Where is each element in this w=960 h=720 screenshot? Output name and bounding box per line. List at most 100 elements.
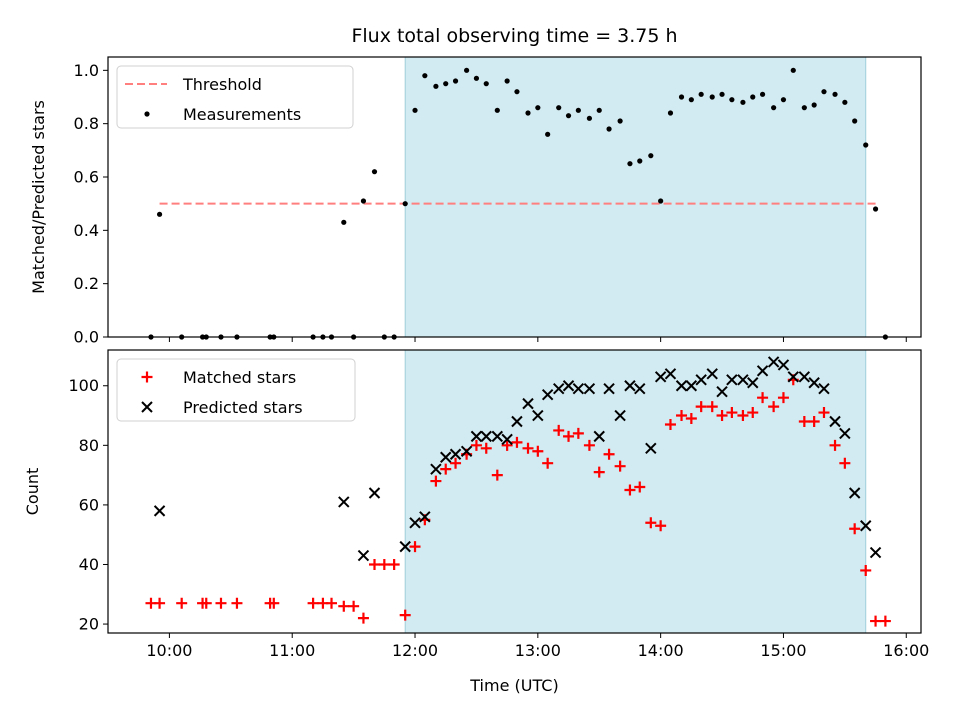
matched-stars-point xyxy=(757,392,769,404)
matched-stars-point xyxy=(348,600,360,612)
y-tick-label: 20 xyxy=(79,615,99,634)
measurements-point xyxy=(606,126,612,132)
y-tick-label: 40 xyxy=(79,555,99,574)
predicted-stars-point xyxy=(532,409,544,422)
matched-stars-point xyxy=(664,418,676,430)
matched-stars-point xyxy=(378,558,390,570)
measurements-point xyxy=(360,198,367,204)
measurements-point xyxy=(371,169,378,175)
matched-stars-point xyxy=(511,436,523,448)
legend-label: Threshold xyxy=(182,75,262,94)
matched-stars-point xyxy=(768,401,780,413)
measurements-point xyxy=(504,78,510,84)
measurements-point xyxy=(688,97,694,103)
predicted-stars-point xyxy=(368,487,381,499)
measurements-point xyxy=(872,206,879,212)
measurements-point xyxy=(648,153,654,159)
matched-stars-point xyxy=(726,407,738,419)
measurements-point xyxy=(473,75,480,81)
measurements-point xyxy=(658,198,664,204)
predicted-stars-point xyxy=(839,427,851,440)
legend-box xyxy=(116,65,354,129)
matched-stars-point xyxy=(563,430,575,442)
measurements-point xyxy=(483,81,489,87)
measurements-point xyxy=(801,105,807,111)
predicted-stars-point xyxy=(553,383,565,395)
matched-stars-point xyxy=(542,457,554,469)
matched-stars-point xyxy=(583,439,595,451)
predicted-stars-point xyxy=(583,383,596,395)
matched-stars-point xyxy=(307,597,319,609)
matched-stars-point xyxy=(808,415,820,427)
ratio-panel: 0.0 0.2 0.4 0.6 0.8 1.0 Matched/Predicted star… xyxy=(29,56,922,347)
predicted-stars-point xyxy=(480,430,492,443)
predicted-stars-point xyxy=(603,383,615,395)
predicted-stars-point xyxy=(572,383,585,395)
measurements-point xyxy=(729,97,735,103)
matched-stars-point xyxy=(501,439,513,451)
y-tick-label: 1.0 xyxy=(74,61,99,80)
legend-swatch-matched-stars xyxy=(141,371,153,383)
matched-stars-point xyxy=(480,442,492,454)
measurements-point xyxy=(556,105,562,111)
predicted-stars-point xyxy=(716,385,728,398)
measurements-point xyxy=(750,94,756,100)
predicted-stars-point xyxy=(767,356,780,368)
matched-stars-point xyxy=(491,469,503,481)
predicted-stars-point xyxy=(419,511,431,523)
matched-stars-point xyxy=(522,442,534,454)
predicted-stars-point xyxy=(399,540,411,553)
predicted-stars-point xyxy=(562,380,575,392)
matched-stars-point xyxy=(268,597,280,609)
matched-stars-point xyxy=(430,475,442,487)
measurements-point xyxy=(790,67,796,73)
predicted-stars-point xyxy=(491,430,504,443)
measurements-point xyxy=(596,107,602,113)
x-tick-label: 11:00 xyxy=(269,641,315,660)
measurements-point xyxy=(464,67,470,73)
legend-box xyxy=(116,358,356,422)
predicted-stars-point xyxy=(614,409,626,422)
measurements-point xyxy=(709,94,715,100)
matched-stars-point xyxy=(645,517,657,529)
y-tick-label: 0.8 xyxy=(74,114,99,133)
matched-stars-point xyxy=(685,413,697,425)
predicted-stars-point xyxy=(777,359,790,371)
matched-stars-point xyxy=(614,460,626,472)
measurements-point xyxy=(759,91,766,97)
matched-stars-point xyxy=(798,415,810,427)
matched-stars-point xyxy=(716,410,728,422)
predicted-stars-point xyxy=(522,397,534,410)
axes-frame-count xyxy=(107,349,922,634)
measurements-point xyxy=(719,91,725,97)
predicted-stars-point xyxy=(860,520,872,532)
matched-stars-point xyxy=(706,401,718,413)
matched-stars-point xyxy=(655,520,667,532)
legend-label: Matched stars xyxy=(183,368,296,387)
measurements-point xyxy=(422,73,428,79)
predicted-stars-point xyxy=(634,383,646,395)
measurements-point xyxy=(341,219,347,225)
measurements-point xyxy=(412,107,418,113)
predicted-stars-point xyxy=(737,374,749,386)
predicted-stars-point xyxy=(869,546,882,559)
predicted-stars-point xyxy=(153,505,166,517)
measurements-point xyxy=(452,78,459,84)
predicted-stars-point xyxy=(338,496,350,508)
y-tick-label: 100 xyxy=(68,376,99,395)
observing-window-band-ratio xyxy=(404,56,867,338)
y-axis-label-ratio: Matched/Predicted stars xyxy=(29,100,48,294)
measurements-point xyxy=(740,99,746,105)
legend-swatch-measurements xyxy=(144,111,150,117)
predicted-stars-point xyxy=(541,388,554,401)
predicted-stars-point xyxy=(675,380,688,392)
predicted-stars-point xyxy=(357,549,370,562)
predicted-stars-point xyxy=(654,371,667,383)
y-tick-label: 80 xyxy=(79,436,99,455)
measurements-point xyxy=(863,142,869,148)
x-tick-label: 12:00 xyxy=(392,641,438,660)
matched-stars-point xyxy=(357,612,369,624)
matched-stars-point xyxy=(326,597,338,609)
y-tick-label: 0.2 xyxy=(74,274,99,293)
predicted-stars-point xyxy=(848,487,861,499)
